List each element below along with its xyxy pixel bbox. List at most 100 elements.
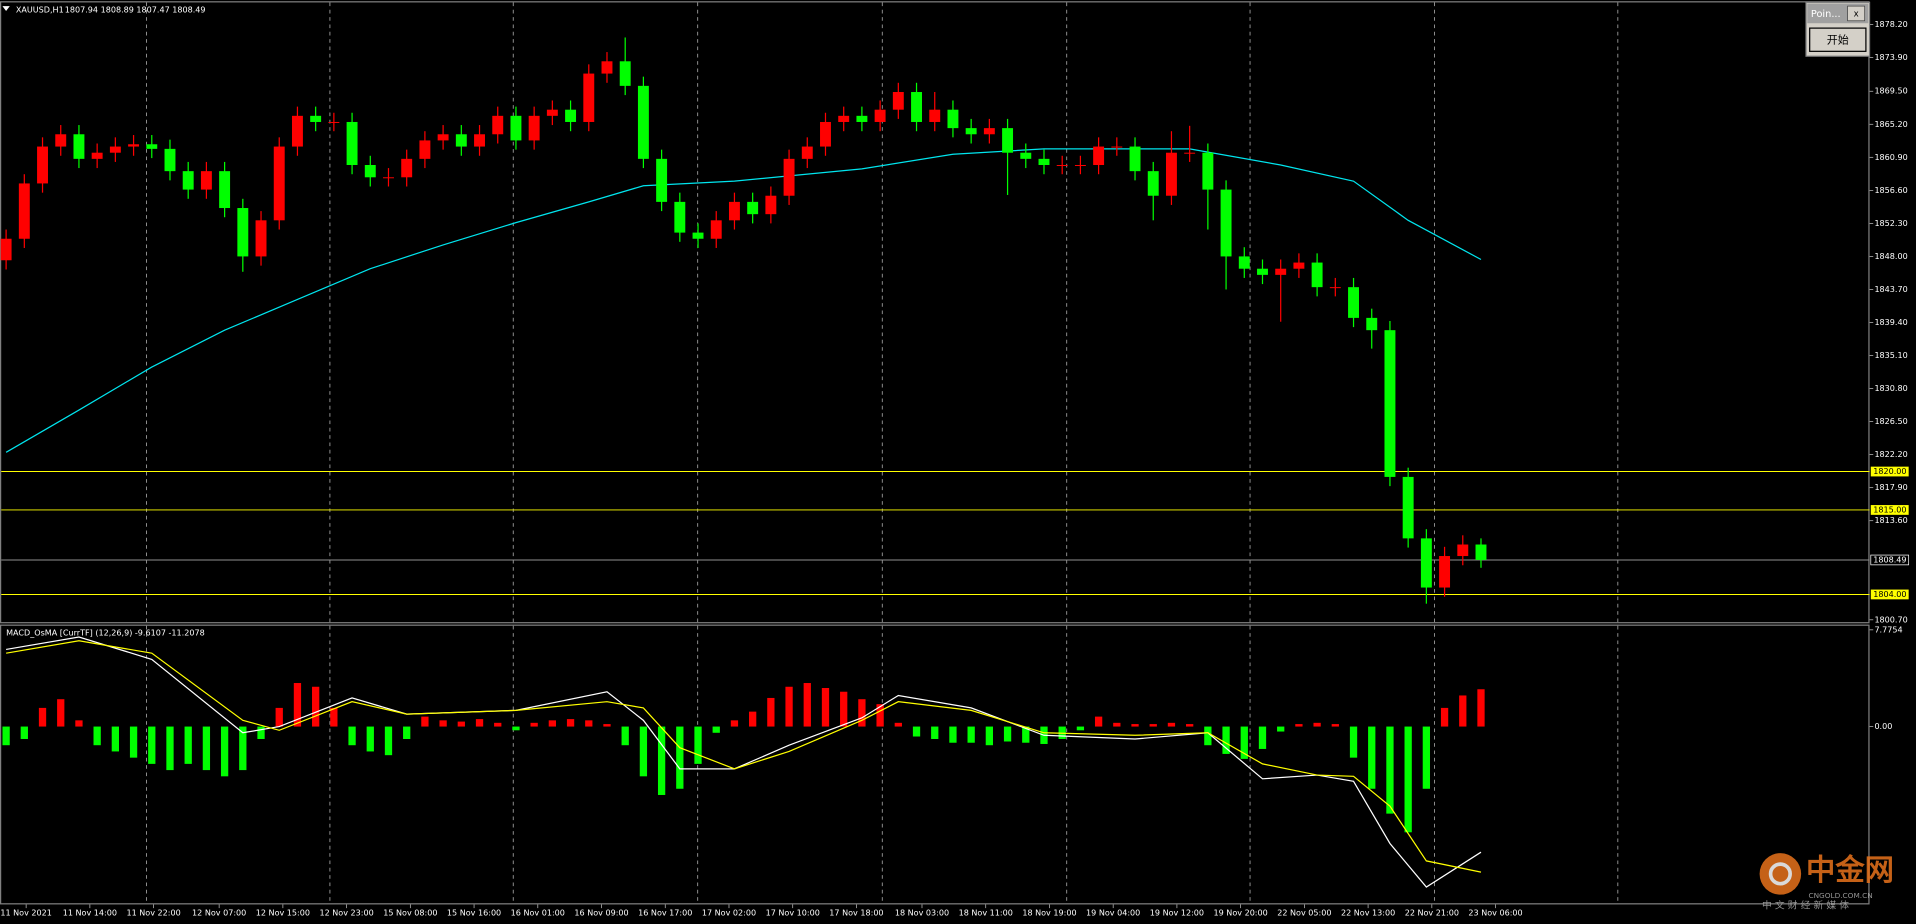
histogram-bar [475,719,484,727]
brand: 中金网 [1806,853,1894,887]
histogram-bar [439,720,447,727]
histogram-bar [1222,726,1230,754]
histogram-bar [730,720,739,727]
histogram-bar [1113,722,1121,727]
histogram-bar [148,726,156,764]
y-tick-label: 1843.70 [1874,285,1907,294]
histogram-bar [803,683,811,727]
candle-body [1093,146,1105,165]
histogram-bar [366,726,374,752]
histogram-bar [494,722,502,727]
y-tick-label: 1852.30 [1874,219,1907,228]
histogram-bar [1331,724,1339,727]
y-tick-label: 1800.70 [1874,615,1907,624]
candle-body [200,171,212,190]
candle-body [801,146,813,159]
candle-body [1202,152,1214,190]
candle-body [437,134,449,141]
candle-body [1348,287,1359,318]
close-label[interactable]: x [1854,10,1859,20]
candle-body [637,85,649,159]
candle-body [1147,171,1159,196]
site: CNGOLD.COM.CN [1808,891,1872,900]
candle-body [291,115,303,147]
histogram-bar [1368,726,1376,789]
candle-body [1275,268,1287,275]
indicator-line [6,640,1482,873]
candle-body [1238,256,1250,269]
x-tick-label: 16 Nov 17:00 [638,908,692,917]
candle-body [164,148,176,172]
candle-body [310,115,322,122]
histogram-bar [512,726,520,731]
histogram-bar [348,726,356,746]
level-label-box [1870,466,1909,477]
candle-body [1293,262,1305,269]
histogram-bar [330,707,338,727]
histogram-bar [1204,726,1212,746]
candle-body [273,146,285,221]
histogram-bar [1477,689,1485,727]
candle-body [838,115,850,122]
histogram-bar [894,722,902,727]
candle-body [1056,165,1068,166]
histogram-bar [202,726,211,771]
logo-mark [1768,862,1792,886]
candle-body [1329,287,1341,289]
candle-body [364,165,376,178]
candle-body [474,134,485,147]
candle-body [146,144,158,149]
candle-body [656,158,668,202]
x-tick-label: 17 Nov 10:00 [766,908,820,917]
price-panel-frame [0,1,1870,624]
day-separators [146,2,1619,905]
histogram-bar [421,716,429,727]
candle-body [1165,152,1177,196]
candle-body [892,92,904,110]
histogram-bar [821,687,830,727]
histogram-bar [1404,726,1412,833]
y-tick-label: 1839.40 [1874,318,1907,327]
candle-body [1475,544,1487,560]
candle-body [219,171,231,209]
candle-body [983,128,995,135]
close-button[interactable] [1847,5,1866,22]
histogram-bar [1094,716,1103,727]
candle-body [546,109,558,116]
level-label-box [1870,589,1909,600]
candle-body [947,109,959,129]
histogram-bar [694,726,702,764]
x-tick-label: 18 Nov 19:00 [1022,908,1076,917]
candle-body [55,134,67,147]
candle-body [419,140,431,159]
level-label: 1804.00 [1873,590,1906,599]
candle-body [1439,556,1451,588]
x-tick-label: 19 Nov 12:00 [1150,908,1204,917]
start-button[interactable] [1809,27,1867,52]
candle-body [0,238,12,261]
x-tick-label: 22 Nov 05:00 [1277,908,1331,917]
candle-body [328,121,340,123]
x-tick-label: 12 Nov 07:00 [192,908,246,917]
indicator-line [5,148,1482,453]
candle-body [73,134,85,159]
candle-body [965,128,977,135]
watermark: 中金网 CNGOLD.COM.CN 中 文 财 经 新 媒 体 [1759,853,1894,912]
histogram-bar [93,726,101,746]
histogram-bar [657,726,666,795]
candle-body [1220,189,1232,257]
histogram-bar [403,726,411,739]
start-button-label[interactable]: 开始 [1827,32,1849,46]
histogram-bar [1131,724,1139,727]
candle-body [765,195,777,215]
candle-body [1111,146,1123,148]
y-tick-label: 1813.60 [1874,516,1907,525]
candle-body [1311,262,1323,288]
histogram-bar [1022,726,1030,743]
candle-body [929,109,941,122]
histogram-bar [384,726,393,756]
x-tick-label: 17 Nov 02:00 [702,908,756,917]
candle-body [1402,476,1414,539]
ohlc-header: 1807.94 1808.89 1807.47 1808.49 [65,5,206,14]
histogram-bar [129,726,138,758]
